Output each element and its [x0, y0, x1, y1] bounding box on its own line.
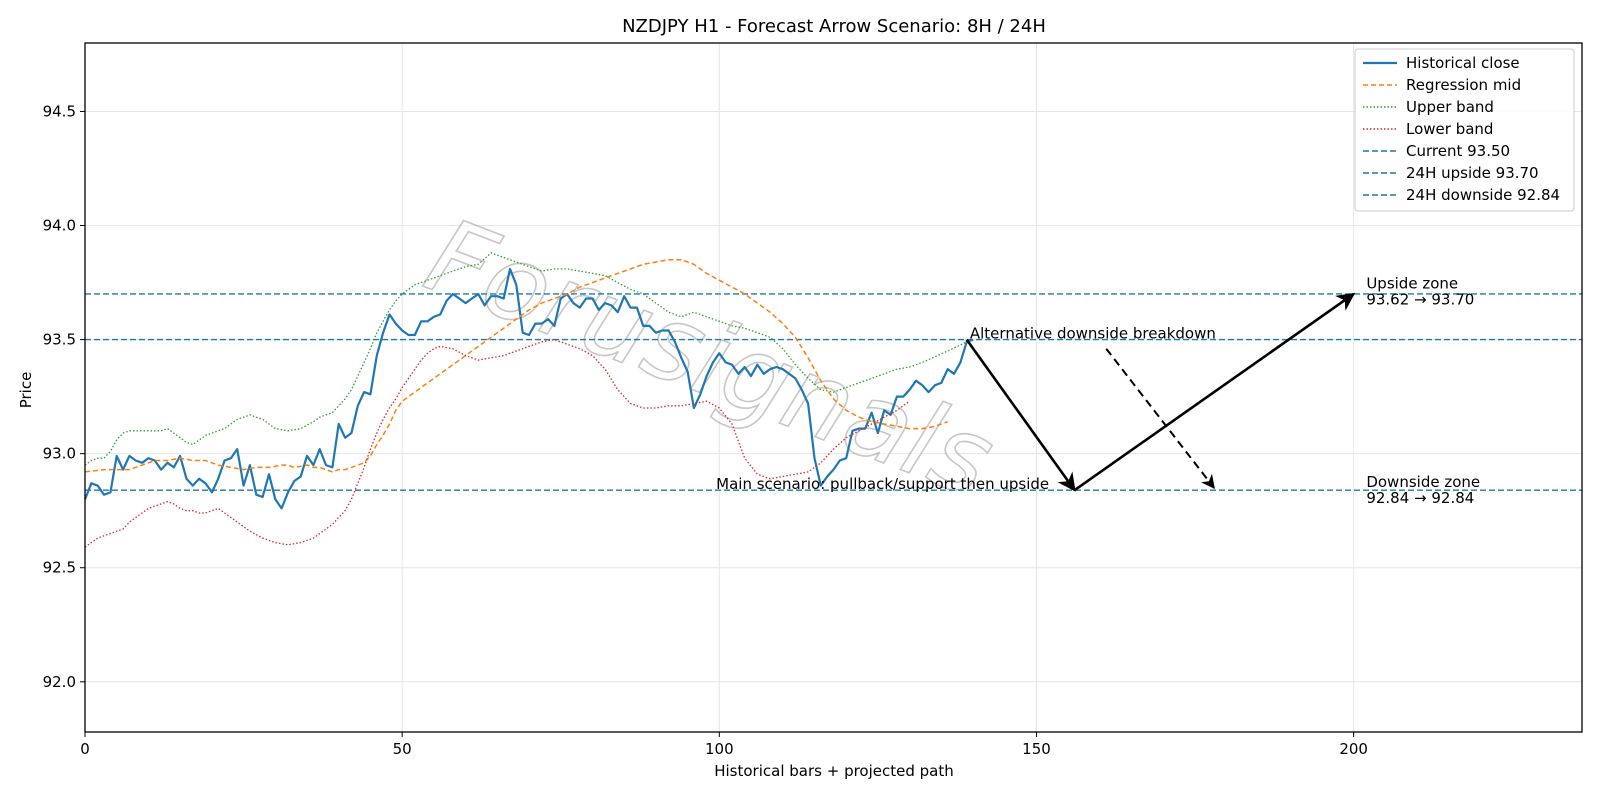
annotations: Alternative downside breakdown Main scena…: [716, 274, 1480, 506]
y-tick-label: 94.5: [43, 102, 76, 120]
y-tick-label: 94.0: [43, 217, 76, 235]
arrow-main-upside: [1073, 292, 1356, 492]
y-axis-label: Price: [17, 372, 35, 409]
x-tick-label: 50: [393, 740, 412, 758]
arrow-main-pullback: [965, 338, 1076, 492]
legend-label: Upper band: [1406, 98, 1494, 116]
legend-box: [1354, 48, 1575, 212]
forecast-arrows: [965, 292, 1356, 492]
x-tick-label: 150: [1022, 740, 1051, 758]
arrow-alt-downside: [1105, 348, 1215, 489]
watermark: Forusignals: [410, 194, 1010, 522]
legend-label: Current 93.50: [1406, 142, 1510, 160]
legend-label: 24H upside 93.70: [1406, 164, 1539, 182]
y-tick-label: 92.5: [43, 559, 76, 577]
plot-frame: [84, 42, 1583, 733]
x-tick-label: 100: [705, 740, 734, 758]
legend-label: Lower band: [1406, 120, 1493, 138]
annotation-alt: Alternative downside breakdown: [970, 325, 1216, 343]
series-layer: [83, 252, 974, 548]
annotation-down2: 92.84 → 92.84: [1366, 489, 1474, 507]
x-tick-label: 0: [80, 740, 90, 758]
x-axis-label: Historical bars + projected path: [714, 762, 954, 780]
y-tick-label: 92.0: [43, 673, 76, 691]
annotation-down1: Downside zone: [1366, 473, 1480, 491]
y-tick-label: 93.5: [43, 331, 76, 349]
axes: 0 50 100 150 200 92.0 92.5 93.0 93.5 94.0 94.5: [43, 42, 1583, 758]
annotation-upside2: 93.62 → 93.70: [1366, 290, 1474, 308]
regression-mid-line: [84, 258, 948, 473]
legend: Historical close Regression mid Upper band…: [1354, 48, 1575, 212]
legend-label: Regression mid: [1406, 76, 1521, 94]
legend-label: 24H downside 92.84: [1406, 186, 1560, 204]
annotation-main: Main scenario: pullback/support then ups…: [716, 475, 1049, 493]
lower-band-line: [84, 338, 910, 548]
reference-lines: [85, 293, 1582, 491]
watermark-text: Forusignals: [411, 194, 1009, 521]
historical-close-line: [83, 267, 974, 510]
x-tick-label: 200: [1339, 740, 1368, 758]
legend-label: Historical close: [1406, 54, 1520, 72]
y-tick-label: 93.0: [43, 445, 76, 463]
annotation-upside1: Upside zone: [1366, 274, 1458, 292]
chart-title: NZDJPY H1 - Forecast Arrow Scenario: 8H …: [622, 16, 1046, 37]
